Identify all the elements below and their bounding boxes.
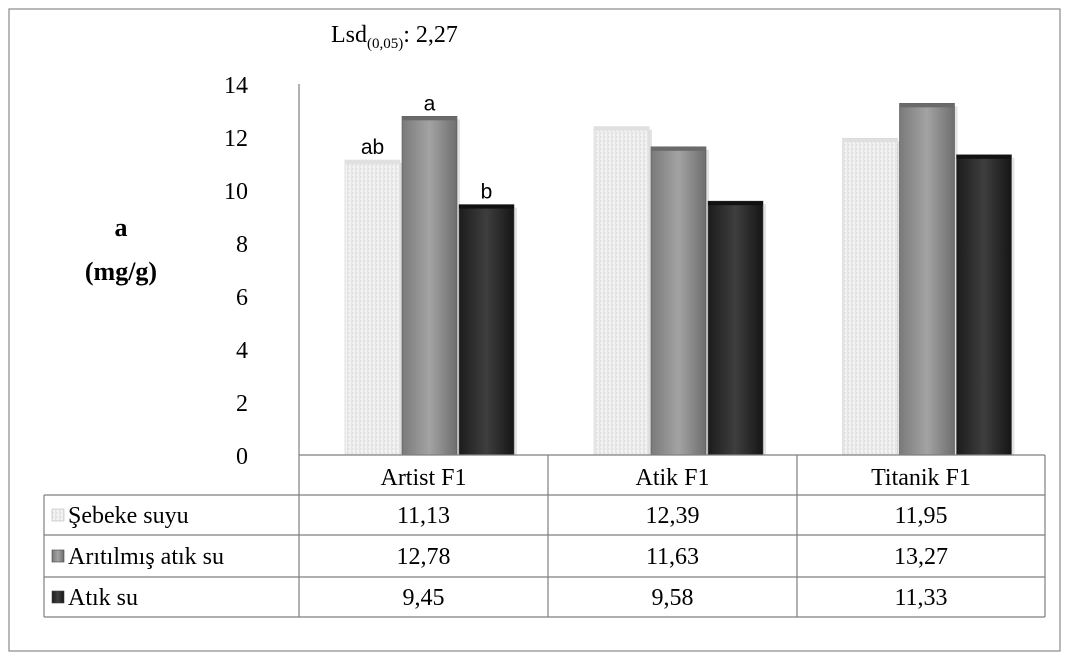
legend-entry-2: Atık su	[68, 585, 138, 611]
bar-0-1	[401, 116, 458, 456]
annotation-1: a	[424, 92, 436, 115]
table-value-2-1: 9,58	[652, 585, 694, 611]
bar-cap-1-2	[708, 201, 763, 206]
category-label-1: Atik F1	[635, 465, 709, 491]
table-value-0-0: 11,13	[397, 503, 450, 529]
bar-cap-1-0	[594, 126, 649, 131]
table-value-2-2: 11,33	[894, 585, 947, 611]
lsd-label: Lsd(0,05): 2,27	[331, 22, 458, 52]
y-tick-label-2: 4	[236, 338, 248, 364]
bar-series	[344, 103, 1015, 456]
y-axis-label-line1: a	[115, 213, 128, 242]
bar-2-0	[842, 138, 898, 456]
bar-cap-0-0	[345, 160, 400, 165]
category-label-0: Artist F1	[380, 465, 466, 491]
table-value-1-2: 13,27	[894, 544, 948, 570]
bar-cap-0-2	[459, 204, 514, 209]
legend-swatch-0	[51, 508, 65, 522]
y-axis-ticks: 0 2 4 6 8 10 12 14	[224, 73, 300, 470]
annotation-0: ab	[361, 136, 384, 159]
bar-cap-1-1	[651, 146, 706, 151]
legend-swatch-1	[51, 549, 65, 563]
y-tick-label-4: 8	[236, 232, 248, 258]
y-tick-label-3: 6	[236, 285, 248, 311]
bar-cap-0-1	[402, 116, 457, 121]
legend-entry-0: Şebeke suyu	[68, 503, 189, 529]
y-tick-label-1: 2	[236, 391, 248, 417]
legend-swatch-2	[51, 590, 65, 604]
y-tick-label-7: 14	[224, 73, 248, 99]
category-label-2: Titanik F1	[871, 465, 971, 491]
table-value-0-1: 12,39	[646, 503, 700, 529]
y-tick-label-0: 0	[236, 444, 248, 470]
bar-1-1	[650, 146, 707, 456]
table-value-1-0: 12,78	[397, 544, 451, 570]
table-value-0-2: 11,95	[894, 503, 947, 529]
bar-2-2	[956, 154, 1012, 456]
y-axis-label-line2: (mg/g)	[85, 257, 157, 286]
table-value-2-0: 9,45	[403, 585, 445, 611]
y-tick-label-6: 12	[224, 126, 248, 152]
bar-1-2	[707, 200, 764, 456]
legend-entry-1: Arıtılmış atık su	[68, 544, 224, 570]
y-tick-label-5: 10	[224, 179, 248, 205]
bar-cap-2-2	[956, 154, 1012, 159]
bar-cap-2-1	[899, 103, 955, 108]
bar-0-0	[344, 159, 401, 456]
annotation-2: b	[481, 181, 493, 204]
bar-1-0	[593, 126, 650, 456]
table-value-1-1: 11,63	[646, 544, 699, 570]
bar-cap-2-0	[842, 138, 898, 143]
data-table: Artist F1 Atik F1 Titanik F1 Şebeke suyu 11,…	[43, 454, 1046, 618]
bar-0-2	[458, 204, 515, 456]
bar-2-1	[899, 103, 955, 456]
